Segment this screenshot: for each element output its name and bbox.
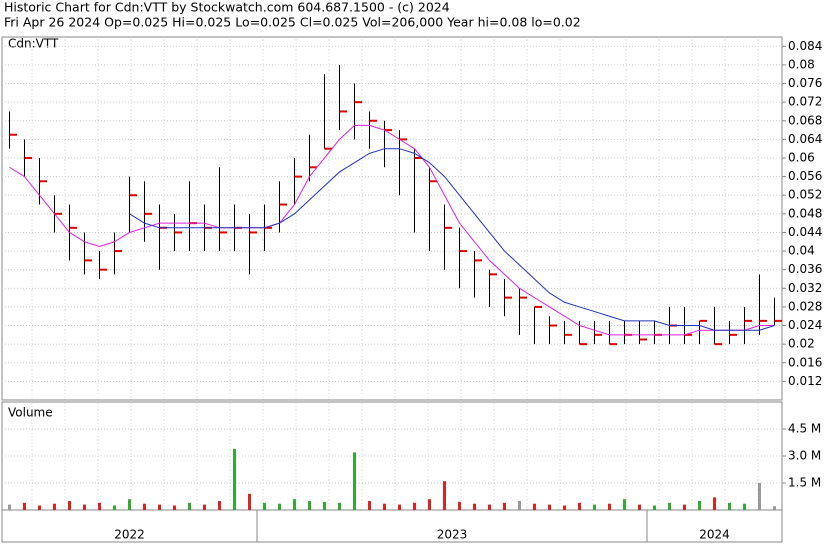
y-tick-label: 0.02 [788,337,815,351]
volume-bar [503,502,506,510]
volume-bar [773,506,776,510]
volume-bar [248,493,251,510]
year-strip [1,509,783,543]
volume-bar [608,503,611,510]
x-period-label: 2022 [114,528,145,542]
y-tick-label: 0.04 [788,244,815,258]
volume-bar [383,503,386,510]
price-panel [1,36,783,401]
volume-bar [368,501,371,510]
y-tick-label: 0.032 [788,281,822,295]
x-period-label: 2023 [437,528,468,542]
volume-bar [188,502,191,510]
ma-line [129,148,775,331]
y-tick-label: 0.044 [788,225,822,239]
volume-bar [473,503,476,510]
ma-line [9,124,775,336]
volume-bar [233,448,236,510]
volume-bar [713,497,716,510]
volume-bar [443,481,446,510]
y-tick-label: 0.068 [788,113,822,127]
volume-bar [278,503,281,510]
volume-bar [593,504,596,510]
volume-bar [158,504,161,510]
header-title: Historic Chart for Cdn:VTT by Stockwatch… [4,0,450,15]
volume-bar [173,505,176,510]
volume-bar [293,499,296,510]
volume-bar [548,504,551,510]
volume-bar [113,505,116,510]
volume-bar [308,501,311,510]
volume-bar [728,502,731,510]
header-quote: Fri Apr 26 2024 Op=0.025 Hi=0.025 Lo=0.0… [4,15,581,30]
y-tick-label: 0.072 [788,95,822,109]
volume-bar [488,504,491,510]
volume-bar [353,452,356,510]
y-tick-label: 0.056 [788,169,822,183]
volume-bar [413,502,416,510]
volume-bar [518,501,521,510]
y-tick-label: 0.052 [788,188,822,202]
y-tick-label: 0.024 [788,318,822,332]
volume-bar [8,504,11,510]
volume-bar [98,502,101,510]
volume-bar [128,499,131,510]
y-tick-label: 0.036 [788,262,822,276]
volume-bar [398,504,401,510]
volume-bar [638,504,641,510]
y-tick-label: 0.064 [788,132,822,146]
volume-bar [653,505,656,510]
volume-bar [263,502,266,510]
volume-bar [458,501,461,510]
y-tick-label: 1.5 M [788,476,821,490]
y-tick-label: 0.084 [788,39,822,53]
volume-bar [218,501,221,510]
volume-bar [668,502,671,510]
volume-bar [623,499,626,510]
volume-bar [323,501,326,510]
volume-bar [203,504,206,510]
volume-bar [743,503,746,510]
volume-bar [143,503,146,510]
y-tick-label: 3.0 M [788,449,821,463]
y-tick-label: 0.028 [788,299,822,313]
y-tick-label: 0.08 [788,57,815,71]
volume-bar [23,502,26,510]
volume-bar [758,483,761,510]
volume-bar [338,502,341,510]
volume-bar [83,504,86,510]
volume-bar [53,503,56,510]
y-tick-label: 0.048 [788,206,822,220]
volume-bar [698,501,701,510]
price-title: Cdn:VTT [8,37,59,51]
volume-title: Volume [8,406,53,420]
volume-bar [578,502,581,510]
volume-bar [68,501,71,510]
volume-bar [683,504,686,510]
x-period-label: 2024 [699,528,730,542]
volume-bar [533,503,536,510]
volume-bar [38,505,41,510]
y-tick-label: 0.016 [788,355,822,369]
y-tick-label: 0.06 [788,151,815,165]
y-tick-label: 0.076 [788,76,822,90]
y-tick-label: 0.012 [788,374,822,388]
y-tick-label: 4.5 M [788,422,821,436]
volume-bar [563,505,566,510]
volume-bar [428,499,431,510]
